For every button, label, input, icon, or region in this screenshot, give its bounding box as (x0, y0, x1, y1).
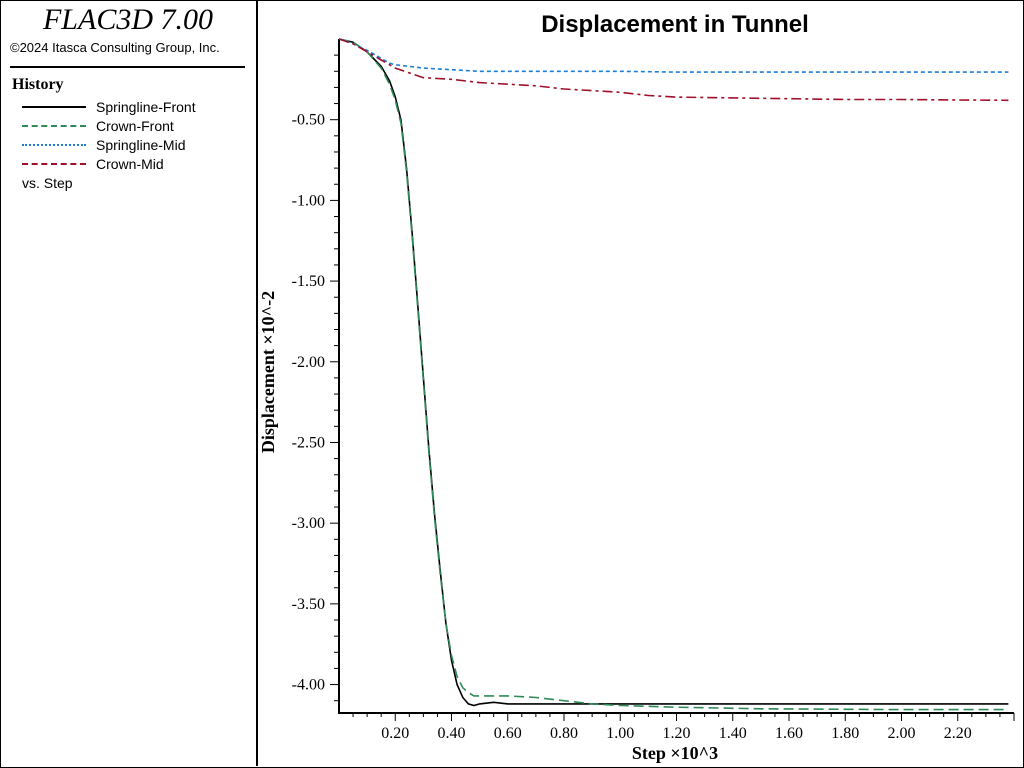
y-tick-label: -2.00 (292, 354, 325, 371)
y-axis-label: Displacement ×10^-2 (258, 291, 278, 453)
y-tick-label: -3.00 (292, 515, 325, 532)
legend-item-springline-front: Springline-Front (22, 98, 242, 117)
legend-item-crown-mid: Crown-Mid (22, 155, 242, 174)
legend-swatch-crown-front (22, 125, 86, 127)
x-tick-label: 1.20 (663, 725, 691, 742)
legend-label-crown-front: Crown-Front (96, 118, 174, 134)
series-line-springline-mid (338, 38, 1009, 73)
legend-label-springline-front: Springline-Front (96, 99, 196, 115)
x-tick-label: 2.20 (944, 725, 972, 742)
x-tick-label: 1.60 (775, 725, 803, 742)
y-tick-label: -1.50 (292, 273, 325, 290)
legend-label-springline-mid: Springline-Mid (96, 137, 186, 153)
series-line-crown-front (338, 38, 1009, 711)
y-tick-label: -1.00 (292, 192, 325, 209)
y-tick-label: -4.00 (292, 677, 325, 694)
history-heading: History (12, 76, 64, 93)
copyright-text: ©2024 Itasca Consulting Group, Inc. (10, 40, 220, 55)
title-divider (10, 66, 245, 68)
legend-swatch-springline-front (22, 106, 86, 108)
x-tick-label: 0.40 (438, 725, 466, 742)
x-tick-label: 1.80 (831, 725, 859, 742)
legend-item-crown-front: Crown-Front (22, 117, 242, 136)
x-tick-label: 0.20 (381, 725, 409, 742)
x-tick-label: 0.80 (550, 725, 578, 742)
legend-footer-vs-step: vs. Step (22, 175, 73, 191)
legend-swatch-crown-mid (22, 163, 86, 165)
legend-swatch-springline-mid (22, 144, 86, 146)
y-tick-label: -0.50 (292, 112, 325, 129)
app-title: FLAC3D 7.00 (42, 3, 213, 36)
series-line-crown-mid (338, 38, 1009, 102)
legend: Springline-Front Crown-Front Springline-… (22, 98, 242, 192)
displacement-chart: Displacement in Tunnel 0.20 0.40 0.60 0.80 1… (258, 11, 1015, 763)
series-line-springline-front (338, 38, 1009, 707)
legend-panel: FLAC3D 7.00 ©2024 Itasca Consulting Grou… (0, 0, 258, 766)
x-tick-label: 2.00 (888, 725, 916, 742)
x-tick-label: 1.00 (606, 725, 634, 742)
legend-label-crown-mid: Crown-Mid (96, 156, 164, 172)
legend-item-springline-mid: Springline-Mid (22, 136, 242, 155)
chart-title: Displacement in Tunnel (541, 11, 809, 38)
x-tick-label: 1.40 (719, 725, 747, 742)
y-tick-label: -3.50 (292, 596, 325, 613)
y-tick-label: -2.50 (292, 434, 325, 451)
x-tick-label: 0.60 (494, 725, 522, 742)
x-axis-label: Step ×10^3 (632, 743, 718, 763)
plot-area: 0.20 0.40 0.60 0.80 1.00 1.20 1.40 1.60 1.80 2.00… (292, 38, 1015, 742)
